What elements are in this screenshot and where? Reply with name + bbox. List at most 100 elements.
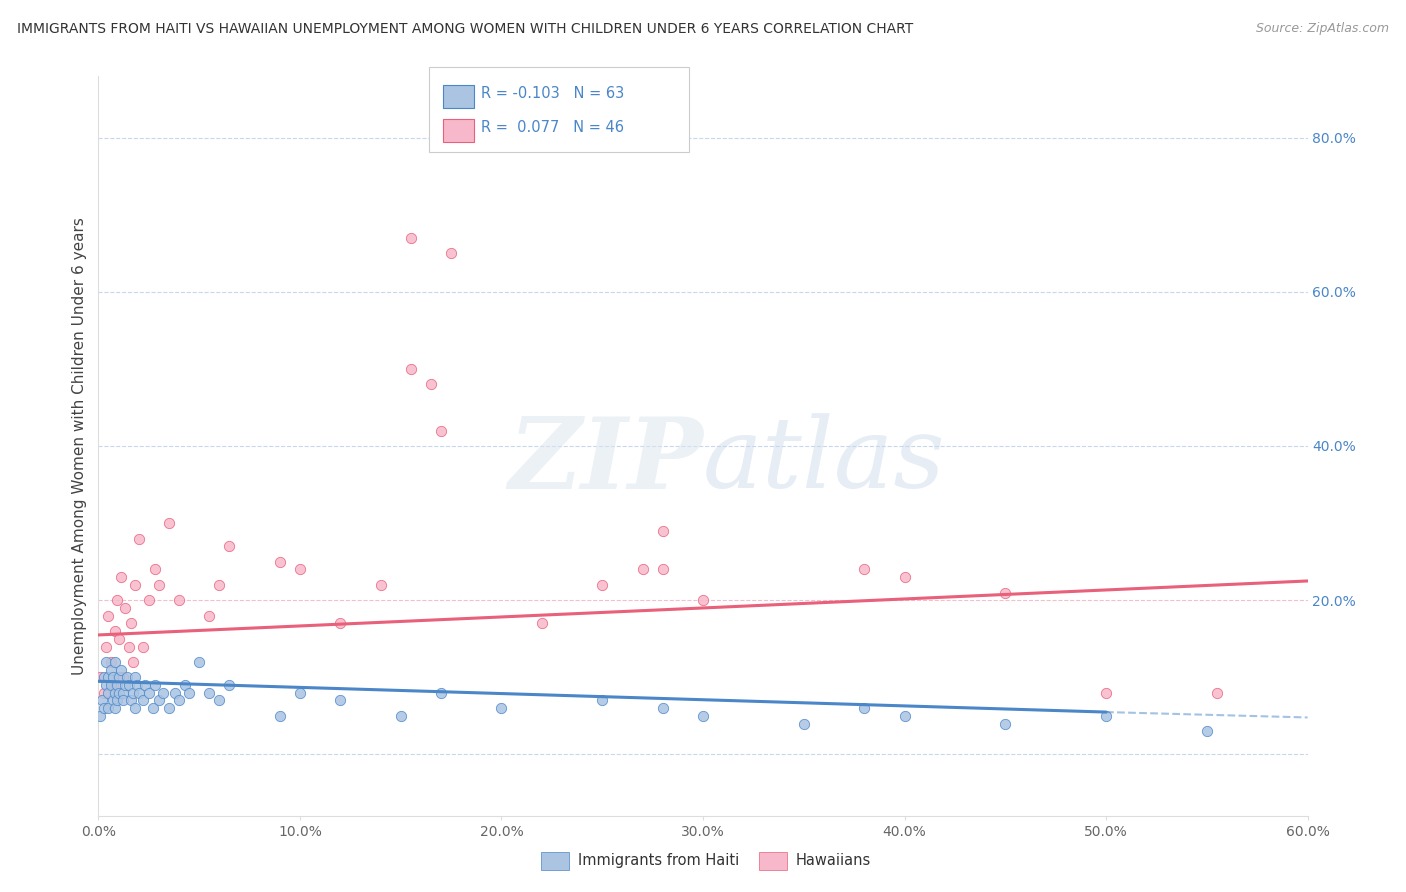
Point <box>115 670 138 684</box>
Point <box>288 686 311 700</box>
Text: IMMIGRANTS FROM HAITI VS HAWAIIAN UNEMPLOYMENT AMONG WOMEN WITH CHILDREN UNDER 6: IMMIGRANTS FROM HAITI VS HAWAIIAN UNEMPL… <box>17 22 912 37</box>
Point <box>370 578 392 592</box>
Point <box>329 693 352 707</box>
Point <box>118 640 141 654</box>
Point <box>399 362 422 376</box>
Point <box>128 686 150 700</box>
Point <box>142 701 165 715</box>
Point <box>91 693 114 707</box>
Point <box>1095 686 1118 700</box>
Point <box>651 701 673 715</box>
Point <box>389 709 412 723</box>
Point <box>208 578 231 592</box>
Point <box>143 678 166 692</box>
Point <box>101 693 124 707</box>
Point <box>793 716 815 731</box>
Point <box>105 693 128 707</box>
Point <box>105 593 128 607</box>
Point <box>288 562 311 576</box>
Point <box>420 377 443 392</box>
Point <box>93 686 115 700</box>
Point <box>1095 709 1118 723</box>
Point <box>198 608 221 623</box>
Text: R =  0.077   N = 46: R = 0.077 N = 46 <box>481 120 624 135</box>
Point <box>167 693 190 707</box>
Point <box>103 686 125 700</box>
Point <box>121 686 143 700</box>
Y-axis label: Unemployment Among Women with Children Under 6 years: Unemployment Among Women with Children U… <box>72 217 87 675</box>
Point <box>591 578 613 592</box>
Point <box>631 562 654 576</box>
Point <box>143 562 166 576</box>
Point <box>163 686 186 700</box>
Point <box>591 693 613 707</box>
Point <box>893 570 915 584</box>
Point <box>114 678 136 692</box>
Point <box>97 608 120 623</box>
Point <box>157 516 180 530</box>
Point <box>120 693 142 707</box>
Point <box>107 686 129 700</box>
Point <box>111 686 134 700</box>
Text: Immigrants from Haiti: Immigrants from Haiti <box>578 854 740 868</box>
Point <box>440 246 463 260</box>
Point <box>118 678 141 692</box>
Point <box>103 701 125 715</box>
Point <box>188 655 211 669</box>
Point <box>148 578 170 592</box>
Point <box>138 593 160 607</box>
Text: Source: ZipAtlas.com: Source: ZipAtlas.com <box>1256 22 1389 36</box>
Point <box>100 655 122 669</box>
Point <box>97 686 120 700</box>
Point <box>124 701 146 715</box>
Point <box>128 532 150 546</box>
Point <box>105 678 128 692</box>
Point <box>110 570 132 584</box>
Point <box>101 678 124 692</box>
Point <box>157 701 180 715</box>
Point <box>994 716 1017 731</box>
Point <box>103 655 125 669</box>
Point <box>132 693 155 707</box>
Point <box>96 655 118 669</box>
Point <box>198 686 221 700</box>
Point <box>651 562 673 576</box>
Text: Hawaiians: Hawaiians <box>796 854 872 868</box>
Point <box>111 670 134 684</box>
Point <box>174 678 197 692</box>
Point <box>329 616 352 631</box>
Point <box>692 709 714 723</box>
Point <box>218 539 240 553</box>
Point <box>138 686 160 700</box>
Point <box>107 670 129 684</box>
Point <box>530 616 553 631</box>
Point <box>96 678 118 692</box>
Point <box>100 663 122 677</box>
Point <box>107 632 129 646</box>
Point <box>101 670 124 684</box>
Point <box>269 555 291 569</box>
Point <box>692 593 714 607</box>
Point <box>125 678 148 692</box>
Point <box>152 686 174 700</box>
Point <box>111 693 134 707</box>
Point <box>89 709 111 723</box>
Point <box>853 701 876 715</box>
Point <box>93 701 115 715</box>
Point <box>853 562 876 576</box>
Point <box>491 701 513 715</box>
Point <box>110 663 132 677</box>
Text: R = -0.103   N = 63: R = -0.103 N = 63 <box>481 87 624 101</box>
Point <box>218 678 240 692</box>
Point <box>124 578 146 592</box>
Point <box>148 693 170 707</box>
Point <box>93 670 115 684</box>
Point <box>1195 724 1218 739</box>
Point <box>103 624 125 639</box>
Point <box>97 701 120 715</box>
Point <box>399 231 422 245</box>
Point <box>100 678 122 692</box>
Point <box>124 670 146 684</box>
Point <box>651 524 673 538</box>
Point <box>134 678 156 692</box>
